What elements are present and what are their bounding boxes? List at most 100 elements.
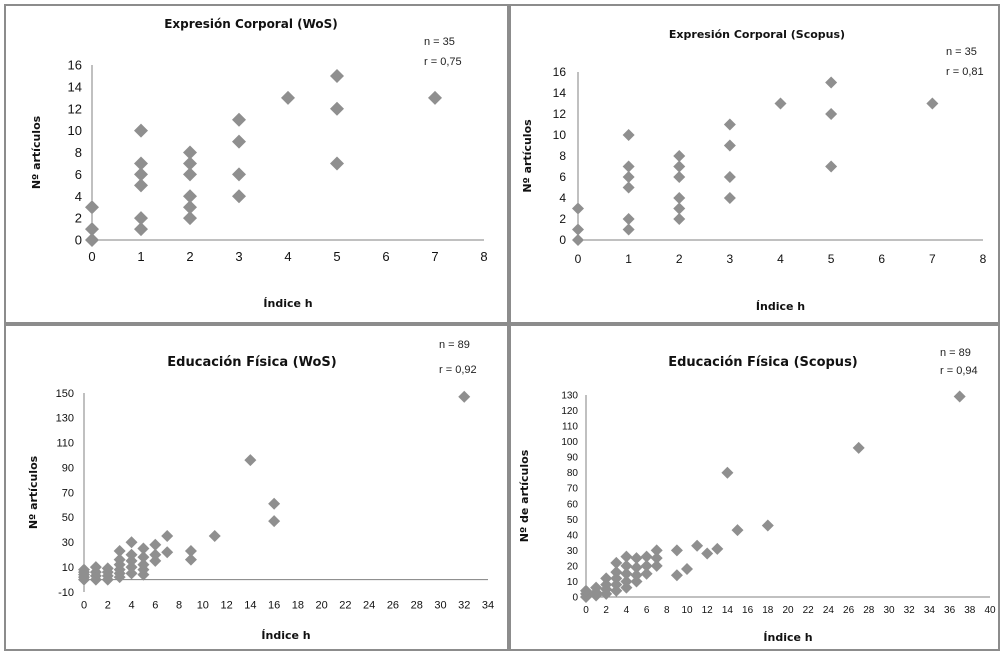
data-point — [134, 123, 148, 138]
x-tick-label: 8 — [664, 605, 670, 616]
data-point — [622, 160, 635, 173]
data-point — [183, 189, 197, 204]
y-tick-label: 50 — [567, 515, 579, 526]
data-point — [610, 556, 623, 569]
data-point — [134, 178, 148, 193]
data-point — [137, 551, 150, 564]
data-point — [673, 213, 686, 225]
data-point — [701, 547, 714, 560]
data-point — [232, 167, 246, 182]
data-point — [650, 552, 663, 565]
data-point — [125, 548, 138, 561]
chart-svg-expresion-wos: Expresión Corporal (WoS) n = 35 r = 0,75 0 1… — [30, 17, 488, 310]
x-tick-label: 1 — [625, 252, 632, 266]
x-tick-label: 4 — [624, 605, 630, 616]
data-point — [711, 542, 724, 555]
data-point — [761, 519, 774, 532]
x-tick-label: 7 — [431, 249, 438, 264]
n-label: n = 35 — [946, 46, 977, 58]
y-tick-label: 8 — [75, 145, 82, 160]
x-axis-label: Índice h — [756, 300, 805, 313]
y-tick-label: 10 — [567, 577, 579, 588]
y-tick-label: 110 — [562, 422, 578, 433]
x-tick-label: 36 — [944, 605, 956, 616]
y-tick-label: 6 — [559, 170, 566, 184]
x-tick-label: 6 — [382, 249, 389, 264]
x-tick-label: 10 — [197, 600, 209, 612]
data-point — [125, 561, 138, 574]
data-point — [620, 567, 633, 580]
y-tick-label: 150 — [56, 388, 74, 400]
data-point — [670, 569, 683, 582]
y-tick-label: 4 — [75, 189, 82, 204]
n-label: n = 89 — [940, 347, 971, 359]
y-tick-label: 16 — [68, 58, 82, 73]
x-tick-label: 0 — [81, 600, 87, 612]
x-tick-label: 26 — [843, 605, 855, 616]
data-point — [640, 559, 653, 572]
r-label: r = 0,94 — [940, 365, 978, 377]
data-point — [622, 181, 635, 194]
x-tick-label: 2 — [603, 605, 609, 616]
y-tick-label: 130 — [56, 413, 74, 425]
data-point — [630, 575, 643, 588]
y-tick-label: 60 — [567, 499, 579, 510]
x-tick-label: 28 — [863, 605, 875, 616]
y-tick-label: 70 — [567, 484, 579, 495]
x-tick-label: 30 — [883, 605, 895, 616]
data-point — [149, 538, 162, 551]
y-tick-label: 6 — [75, 167, 82, 182]
data-point — [610, 566, 623, 579]
x-tick-label: 20 — [782, 605, 794, 616]
data-point — [673, 160, 686, 173]
x-axis-label: Índice h — [763, 631, 812, 644]
x-tick-label: 26 — [387, 600, 399, 612]
data-point — [89, 561, 102, 574]
data-point — [723, 192, 736, 204]
data-point — [183, 200, 197, 215]
x-axis-label: Índice h — [261, 629, 310, 642]
data-point — [673, 202, 686, 215]
chart-svg-educacion-scopus: Educación Física (Scopus) n = 89 r = 0,94 0… — [518, 347, 996, 644]
data-point — [572, 234, 584, 246]
data-point — [630, 569, 643, 582]
x-tick-label: 0 — [575, 252, 582, 266]
data-point — [161, 546, 174, 559]
x-tick-label: 1 — [137, 249, 144, 264]
y-tick-label: 120 — [561, 406, 578, 417]
y-tick-label: 2 — [75, 211, 82, 226]
chart-panel-educacion-scopus: Educación Física (Scopus) n = 89 r = 0,94 0… — [509, 324, 1000, 651]
y-tick-label: 80 — [567, 468, 579, 479]
x-tick-label: 6 — [152, 600, 158, 612]
x-tick-label: 4 — [284, 249, 291, 264]
data-point — [85, 222, 99, 237]
x-tick-label: 16 — [742, 605, 754, 616]
data-point — [673, 171, 686, 183]
x-tick-label: 30 — [434, 600, 446, 612]
y-tick-label: 2 — [559, 212, 566, 226]
data-point — [137, 542, 150, 555]
data-point — [723, 118, 736, 131]
data-point — [183, 145, 197, 160]
y-tick-label: 10 — [68, 123, 82, 138]
y-tick-label: 0 — [75, 233, 82, 248]
x-tick-label: 4 — [777, 252, 784, 266]
x-tick-label: 28 — [411, 600, 423, 612]
y-tick-label: 30 — [567, 546, 579, 557]
y-tick-label: 90 — [62, 462, 74, 474]
y-tick-label: 8 — [559, 149, 566, 163]
data-point — [101, 562, 114, 575]
y-tick-label: 16 — [553, 65, 567, 79]
y-tick-label: 0 — [559, 233, 566, 247]
y-tick-label: 4 — [559, 191, 566, 205]
x-tick-label: 8 — [480, 249, 487, 264]
r-label: r = 0,81 — [946, 66, 984, 78]
data-point — [183, 167, 197, 182]
chart-title: Expresión Corporal (Scopus) — [669, 28, 845, 41]
x-tick-label: 24 — [363, 600, 375, 612]
chart-panel-expresion-wos: Expresión Corporal (WoS) n = 35 r = 0,75 0 1… — [4, 4, 509, 324]
x-tick-label: 14 — [244, 600, 256, 612]
data-point — [590, 581, 603, 594]
data-point — [640, 550, 653, 563]
data-point — [630, 561, 643, 574]
